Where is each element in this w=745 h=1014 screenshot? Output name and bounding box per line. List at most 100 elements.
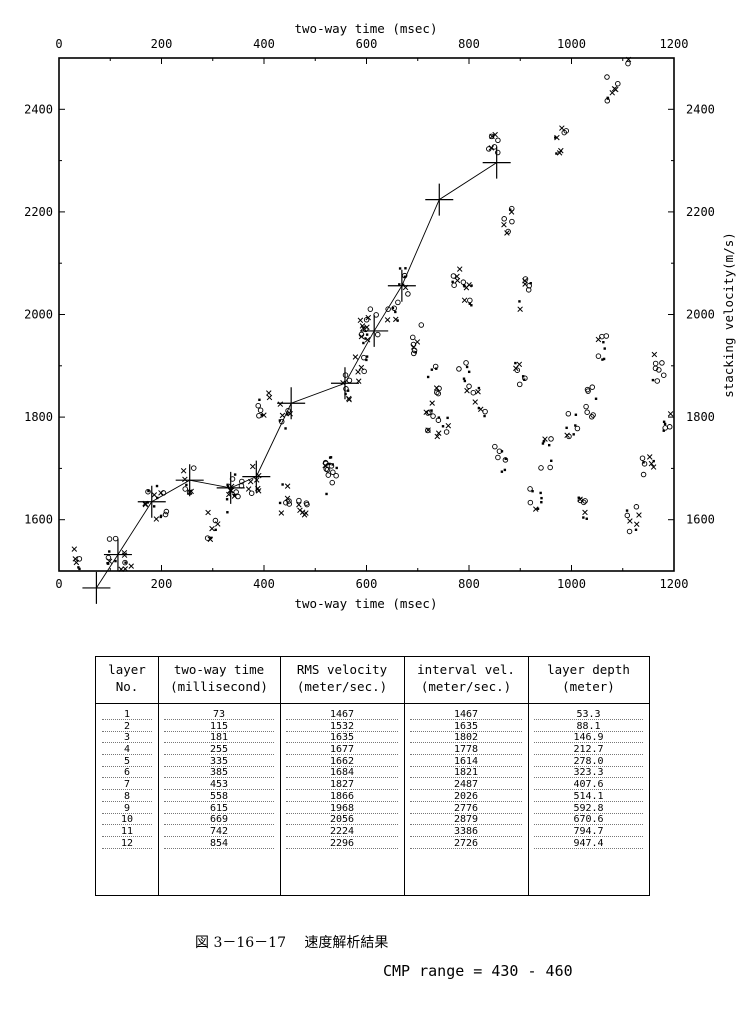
scatter-point	[391, 305, 397, 311]
cell-rms: 2224	[329, 825, 355, 837]
scatter-point	[602, 341, 605, 344]
scatter-point	[122, 559, 128, 566]
scatter-point	[663, 422, 667, 426]
scatter-point	[604, 74, 610, 80]
row-leader-dots	[164, 754, 274, 756]
row-leader-dots	[410, 730, 522, 732]
header-two-way-time: two-way time (millisecond)	[170, 662, 268, 694]
cell-layer: 11	[120, 825, 134, 837]
table-row: 4 255 1677 1778 212.7	[96, 744, 649, 756]
scatter-point	[540, 501, 543, 504]
x-tick-label-top: 0	[55, 37, 62, 51]
scatter-point	[652, 459, 655, 463]
row-leader-dots	[102, 777, 152, 779]
scatter-point	[518, 300, 521, 303]
scatter-point	[441, 425, 445, 428]
scatter-point	[651, 351, 658, 358]
y-tick-label-right: 2200	[686, 205, 715, 219]
scatter-point	[495, 454, 501, 461]
y-tick-label-left: 2200	[24, 205, 53, 219]
x-tick-label-bottom: 0	[55, 577, 62, 591]
scatter-point	[456, 266, 463, 272]
header-layer-depth: layer depth (meter)	[547, 662, 630, 694]
scatter-point	[483, 414, 486, 418]
scatter-point	[472, 399, 478, 405]
cell-depth: 212.7	[573, 744, 604, 756]
row-leader-dots	[410, 835, 522, 837]
scatter-point	[639, 455, 646, 461]
scatter-point	[124, 561, 127, 564]
header-interval-velocity: interval vel. (meter/sec.)	[417, 662, 515, 694]
cell-interval: 1467	[453, 709, 479, 720]
velocity-pick-marker	[425, 183, 454, 216]
row-leader-dots	[534, 847, 643, 849]
scatter-point	[286, 501, 293, 507]
scatter-point	[475, 388, 481, 395]
scatter-point	[385, 306, 391, 312]
cell-layer: 10	[120, 814, 134, 826]
scatter-point	[527, 499, 534, 506]
scatter-point	[615, 80, 621, 87]
cell-time: 558	[209, 790, 229, 802]
row-leader-dots	[534, 835, 643, 837]
cell-rms: 1684	[329, 767, 355, 779]
scatter-point	[328, 462, 331, 466]
scatter-point	[159, 514, 163, 518]
scatter-point	[418, 322, 425, 328]
scatter-point	[603, 333, 610, 339]
scatter-point	[209, 536, 213, 540]
scatter-point	[255, 488, 262, 494]
y-tick-label-right: 1800	[686, 410, 715, 424]
scatter-point	[577, 497, 584, 504]
row-leader-dots	[164, 824, 274, 826]
scatter-point	[375, 331, 381, 338]
cell-depth: 794.7	[573, 825, 604, 837]
cell-interval: 3386	[453, 825, 479, 837]
scatter-point	[443, 429, 450, 435]
cell-depth: 407.6	[573, 779, 604, 791]
scatter-point	[536, 507, 540, 510]
scatter-point	[508, 208, 512, 211]
scatter-point	[666, 424, 673, 430]
scatter-point	[266, 390, 272, 396]
cell-layer: 4	[123, 744, 131, 756]
cell-layer: 12	[120, 837, 134, 849]
scatter-point	[539, 491, 542, 495]
scatter-point	[599, 333, 605, 340]
cmp-range: CMP range = 430 - 460	[383, 962, 573, 980]
scatter-point	[603, 347, 606, 350]
scatter-point	[296, 501, 302, 508]
x-tick-label-bottom: 400	[253, 577, 275, 591]
cell-time: 385	[209, 767, 229, 779]
scatter-point	[541, 442, 545, 445]
table-row: 11 742 2224 3386 794.7	[96, 826, 649, 838]
scatter-point	[463, 379, 467, 383]
scatter-point	[296, 497, 302, 504]
scatter-point	[410, 344, 417, 350]
table-row: 10 669 2056 2879 670.6	[96, 814, 649, 826]
table-row: 1 73 1467 1467 53.3	[96, 709, 649, 721]
cell-rms: 2056	[329, 814, 355, 826]
scatter-point	[464, 387, 470, 394]
cell-depth: 88.1	[576, 720, 601, 732]
scatter-point	[106, 536, 113, 542]
row-leader-dots	[286, 800, 398, 802]
scatter-point	[72, 556, 79, 562]
scatter-point	[403, 275, 407, 278]
scatter-point	[662, 425, 668, 431]
table-row: 7 453 1827 2487 407.6	[96, 779, 649, 791]
scatter-point	[152, 505, 156, 508]
scatter-point	[106, 562, 110, 565]
scatter-point	[516, 381, 523, 388]
velocity-picks	[82, 146, 511, 604]
scatter-point	[566, 433, 572, 440]
y-tick-label-right: 2000	[686, 308, 715, 322]
scatter-point	[147, 489, 150, 493]
cell-interval: 2726	[453, 837, 479, 849]
velocity-pick-marker	[330, 367, 359, 400]
scatter-point	[182, 476, 188, 483]
scatter-point	[225, 498, 229, 501]
scatter-point	[329, 479, 335, 486]
row-leader-dots	[286, 789, 398, 791]
cell-depth: 670.6	[573, 814, 604, 826]
